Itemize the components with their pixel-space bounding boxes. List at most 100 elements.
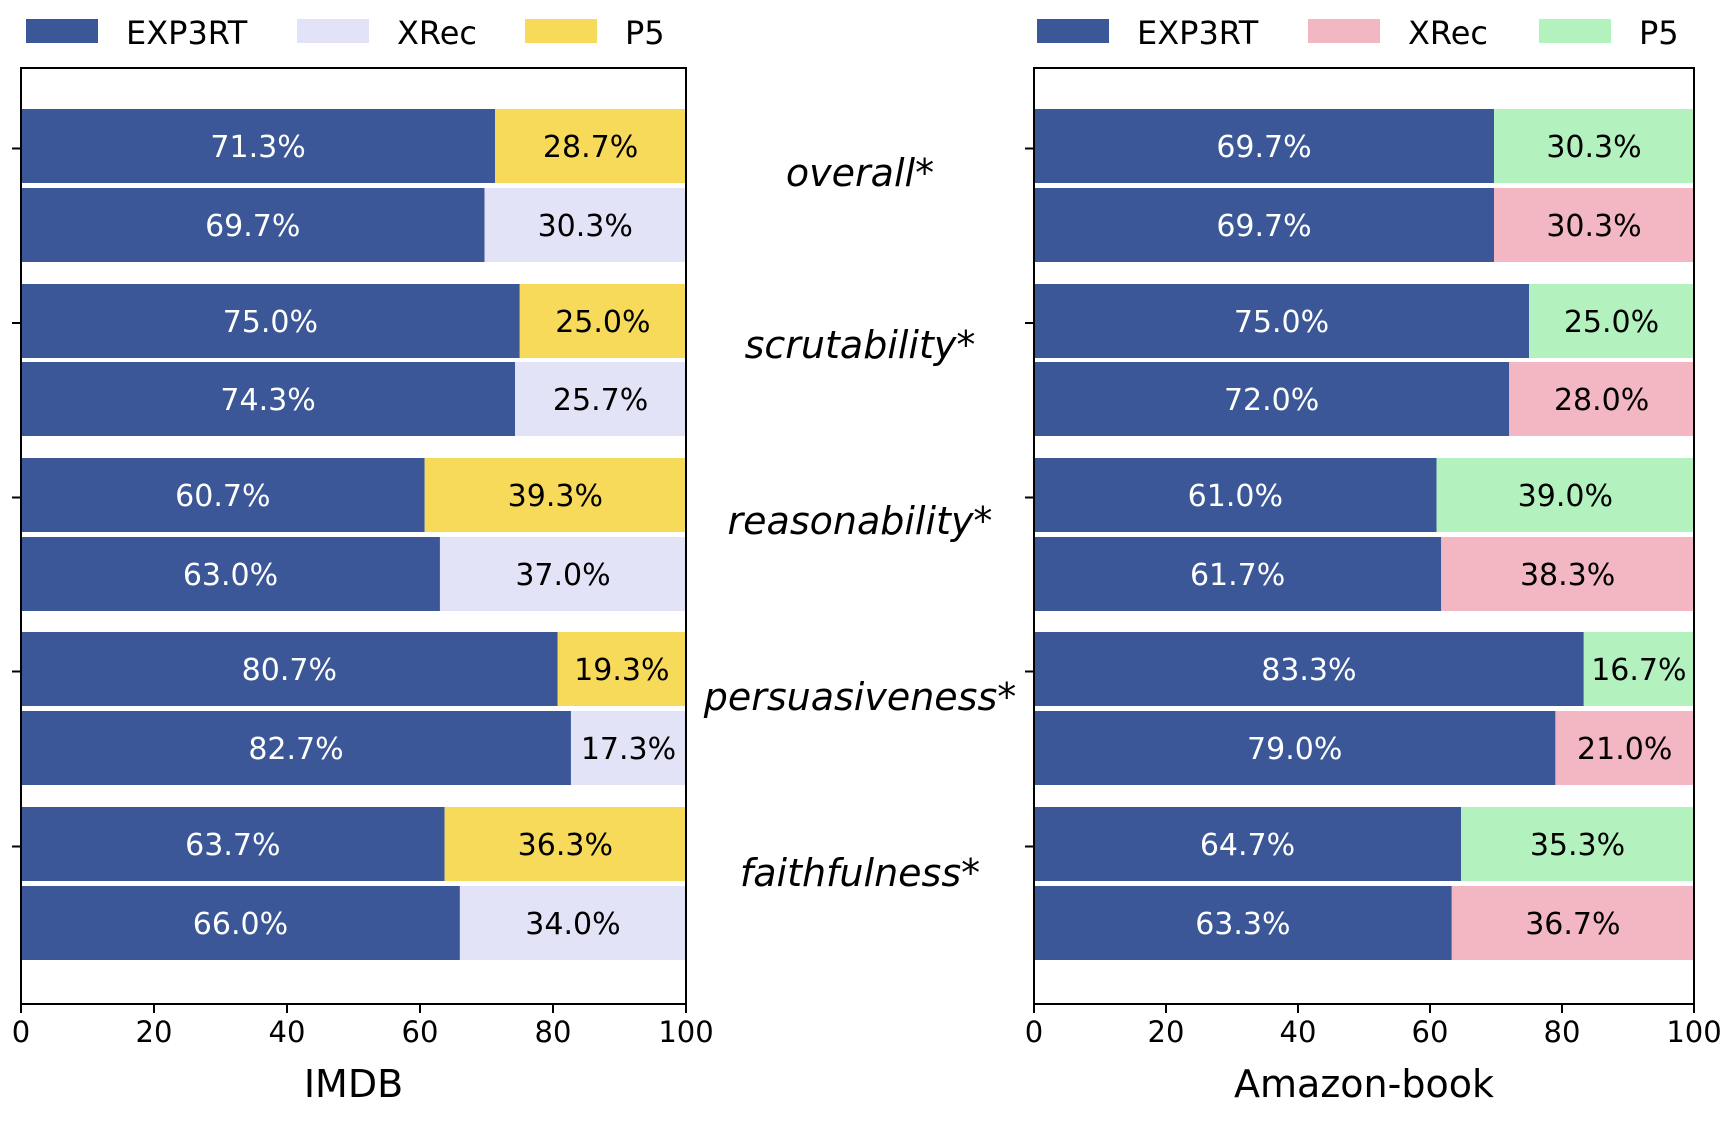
- amazon-bar-label-exp3rt-7: 79.0%: [1247, 732, 1342, 767]
- imdb-bar-scrutability-xrec-3: [515, 362, 686, 436]
- amazon-bar-faithfulness-p5-8: [1461, 807, 1694, 881]
- amazon-bar-label-xrec-7: 21.0%: [1577, 732, 1672, 767]
- amazon-bar-overall-p5-0: [1494, 109, 1694, 183]
- imdb-bar-scrutability-p5-2: [519, 284, 686, 358]
- imdb-bar-label-p5-0: 28.7%: [543, 130, 638, 165]
- imdb-bar-label-exp3rt-8: 63.7%: [185, 828, 280, 863]
- category-label-overall: overall*: [786, 151, 934, 195]
- amazon-bar-reasonability-xrec-5: [1441, 537, 1694, 611]
- imdb-legend-swatch-xrec: [297, 19, 369, 43]
- imdb-bar-persuasiveness-xrec-7: [570, 711, 686, 785]
- imdb-bar-label-xrec-3: 25.7%: [553, 383, 648, 418]
- imdb-bar-overall-exp3rt-1: [21, 188, 485, 262]
- amazon-bar-scrutability-xrec-3: [1509, 362, 1694, 436]
- amazon-bar-persuasiveness-exp3rt-6: [1034, 632, 1584, 706]
- imdb-bar-label-exp3rt-2: 75.0%: [223, 305, 318, 340]
- amazon-bar-label-p5-6: 16.7%: [1591, 653, 1686, 688]
- amazon-bar-label-exp3rt-6: 83.3%: [1261, 653, 1356, 688]
- amazon-bar-persuasiveness-p5-6: [1583, 632, 1694, 706]
- imdb-chart: 71.3% 28.7% 69.7% 30.3% 75.0% 25.0% 74.3% 25.7%…: [12, 14, 714, 1106]
- amazon-xtick-label: 0: [1025, 1015, 1043, 1049]
- amazon-bar-label-xrec-1: 30.3%: [1546, 209, 1641, 244]
- imdb-xlabel: IMDB: [304, 1062, 403, 1106]
- imdb-bar-label-p5-6: 19.3%: [574, 653, 669, 688]
- amazon-legend-swatch-exp3rt: [1037, 19, 1109, 43]
- imdb-bar-label-p5-4: 39.3%: [508, 479, 603, 514]
- amazon-bar-persuasiveness-xrec-7: [1555, 711, 1694, 785]
- imdb-bar-reasonability-exp3rt-5: [21, 537, 440, 611]
- imdb-legend-swatch-p5: [525, 19, 597, 43]
- amazon-bar-overall-exp3rt-1: [1034, 188, 1495, 262]
- amazon-xtick-label: 80: [1544, 1015, 1581, 1049]
- category-label-scrutability: scrutability*: [745, 323, 976, 367]
- amazon-bar-label-exp3rt-0: 69.7%: [1216, 130, 1311, 165]
- amazon-bar-reasonability-p5-4: [1436, 458, 1694, 532]
- imdb-legend-swatch-exp3rt: [26, 19, 98, 43]
- amazon-bar-label-xrec-5: 38.3%: [1520, 558, 1615, 593]
- imdb-bar-label-xrec-9: 34.0%: [525, 907, 620, 942]
- amazon-xtick-label: 60: [1412, 1015, 1449, 1049]
- imdb-bar-overall-exp3rt-0: [21, 109, 496, 183]
- amazon-bar-label-exp3rt-4: 61.0%: [1188, 479, 1283, 514]
- amazon-legend-swatch-xrec: [1308, 19, 1380, 43]
- imdb-bar-label-exp3rt-1: 69.7%: [205, 209, 300, 244]
- amazon-bar-reasonability-exp3rt-4: [1034, 458, 1437, 532]
- amazon-bar-label-exp3rt-1: 69.7%: [1216, 209, 1311, 244]
- imdb-legend-label-exp3rt: EXP3RT: [126, 14, 248, 52]
- amazon-bar-reasonability-exp3rt-5: [1034, 537, 1442, 611]
- amazon-bar-label-exp3rt-2: 75.0%: [1234, 305, 1329, 340]
- imdb-bar-scrutability-exp3rt-3: [21, 362, 516, 436]
- imdb-bar-label-xrec-1: 30.3%: [538, 209, 633, 244]
- imdb-bar-persuasiveness-exp3rt-7: [21, 711, 571, 785]
- category-label-persuasiveness: persuasiveness*: [703, 675, 1017, 719]
- imdb-bar-label-p5-2: 25.0%: [555, 305, 650, 340]
- category-label-faithfulness: faithfulness*: [740, 851, 980, 895]
- imdb-xtick-label: 80: [535, 1015, 572, 1049]
- imdb-bar-reasonability-xrec-5: [439, 537, 686, 611]
- amazon-bar-label-exp3rt-9: 63.3%: [1195, 907, 1290, 942]
- imdb-bar-label-exp3rt-5: 63.0%: [183, 558, 278, 593]
- amazon-bar-label-p5-4: 39.0%: [1518, 479, 1613, 514]
- imdb-bar-faithfulness-p5-8: [444, 807, 686, 881]
- imdb-bar-reasonability-exp3rt-4: [21, 458, 425, 532]
- amazon-bar-label-xrec-3: 28.0%: [1554, 383, 1649, 418]
- imdb-bar-label-exp3rt-9: 66.0%: [193, 907, 288, 942]
- imdb-xtick-label: 20: [136, 1015, 173, 1049]
- amazon-bar-overall-xrec-1: [1494, 188, 1694, 262]
- imdb-bar-faithfulness-xrec-9: [459, 886, 686, 960]
- imdb-bar-persuasiveness-p5-6: [557, 632, 686, 706]
- amazon-xtick-label: 40: [1280, 1015, 1317, 1049]
- amazon-bar-label-p5-8: 35.3%: [1530, 828, 1625, 863]
- imdb-xtick-label: 40: [269, 1015, 306, 1049]
- imdb-bar-overall-p5-0: [495, 109, 686, 183]
- imdb-bar-label-exp3rt-7: 82.7%: [248, 732, 343, 767]
- imdb-bar-reasonability-p5-4: [424, 458, 686, 532]
- imdb-legend-label-p5: P5: [625, 14, 665, 52]
- amazon-legend-swatch-p5: [1539, 19, 1611, 43]
- amazon-bar-faithfulness-exp3rt-9: [1034, 886, 1452, 960]
- amazon-legend-label-exp3rt: EXP3RT: [1137, 14, 1259, 52]
- amazon-bar-label-p5-0: 30.3%: [1546, 130, 1641, 165]
- amazon-bar-label-exp3rt-3: 72.0%: [1224, 383, 1319, 418]
- amazon-legend-label-xrec: XRec: [1408, 14, 1488, 52]
- amazon-bar-scrutability-p5-2: [1529, 284, 1694, 358]
- imdb-bar-label-exp3rt-3: 74.3%: [220, 383, 315, 418]
- category-label-reasonability: reasonability*: [728, 499, 993, 543]
- amazon-legend-label-p5: P5: [1639, 14, 1679, 52]
- amazon-xtick-label: 100: [1666, 1015, 1721, 1049]
- category-labels: overall* scrutability* reasonability* persu…: [703, 151, 1017, 895]
- imdb-bar-overall-xrec-1: [484, 188, 686, 262]
- amazon-bar-faithfulness-exp3rt-8: [1034, 807, 1462, 881]
- imdb-xtick-label: 100: [658, 1015, 713, 1049]
- imdb-bar-label-exp3rt-6: 80.7%: [242, 653, 337, 688]
- amazon-bar-label-xrec-9: 36.7%: [1525, 907, 1620, 942]
- imdb-xtick-label: 0: [12, 1015, 30, 1049]
- imdb-legend-label-xrec: XRec: [397, 14, 477, 52]
- amazon-bar-faithfulness-xrec-9: [1451, 886, 1694, 960]
- amazon-bar-scrutability-exp3rt-2: [1034, 284, 1529, 358]
- amazon-book-chart: 69.7% 30.3% 69.7% 30.3% 75.0% 25.0% 72.0% 28.0%…: [1025, 14, 1722, 1106]
- imdb-bar-persuasiveness-exp3rt-6: [21, 632, 558, 706]
- imdb-bar-faithfulness-exp3rt-9: [21, 886, 460, 960]
- imdb-xtick-label: 60: [402, 1015, 439, 1049]
